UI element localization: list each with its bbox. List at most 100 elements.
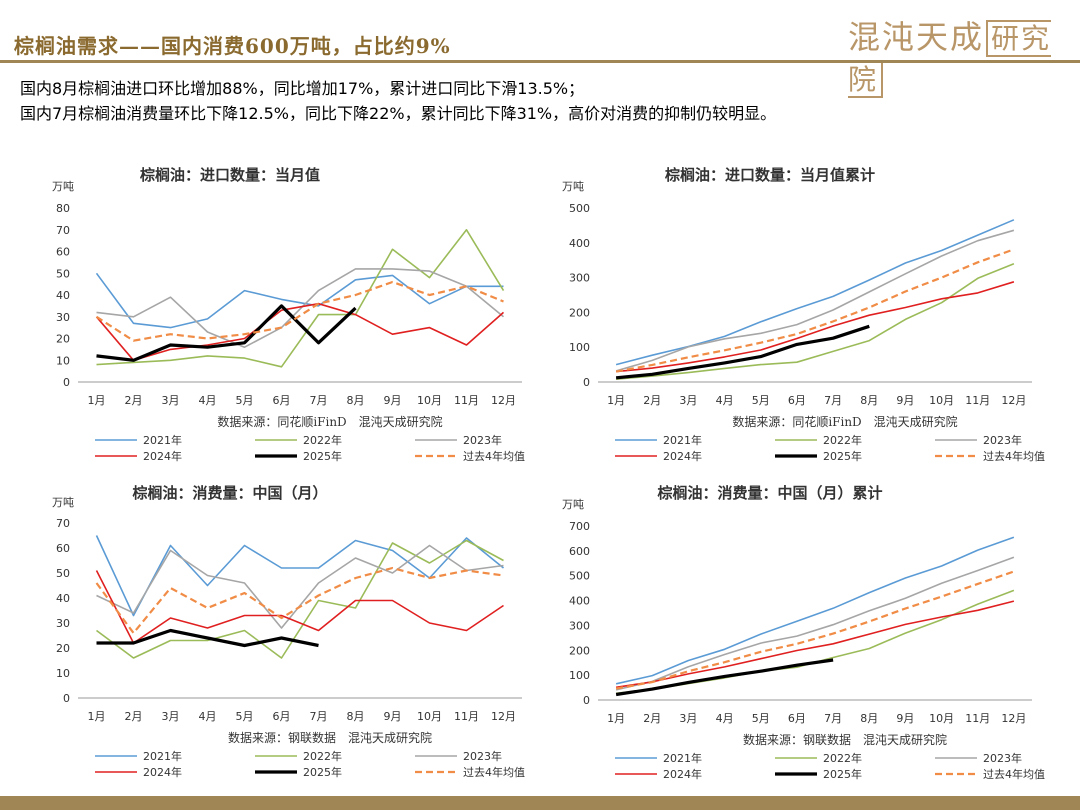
legend-label: 2022年 [303, 749, 342, 763]
x-tick-label: 11月 [965, 712, 990, 725]
y-tick-label: 40 [56, 592, 70, 605]
series-line [616, 281, 1015, 373]
x-tick-label: 6月 [788, 712, 806, 725]
logo-boxed-text: 研究院 [848, 20, 1052, 98]
x-tick-label: 11月 [454, 394, 479, 407]
y-tick-label: 200 [569, 306, 590, 319]
x-tick-label: 8月 [860, 394, 878, 407]
legend-label: 2021年 [143, 749, 182, 763]
y-tick-label: 30 [56, 311, 70, 324]
legend-label: 2022年 [823, 751, 862, 765]
legend-label: 2023年 [983, 751, 1022, 765]
x-tick-label: 1月 [607, 394, 625, 407]
y-tick-label: 10 [56, 354, 70, 367]
series-line [616, 589, 1015, 695]
y-tick-label: 50 [56, 567, 70, 580]
y-tick-label: 20 [56, 333, 70, 346]
legend-label: 过去4年均值 [463, 765, 525, 779]
y-tick-label: 600 [569, 545, 590, 558]
x-tick-label: 7月 [824, 712, 842, 725]
x-tick-label: 2月 [125, 710, 143, 723]
x-tick-label: 6月 [273, 710, 291, 723]
legend-label: 过去4年均值 [463, 449, 525, 463]
x-tick-label: 12月 [491, 394, 516, 407]
legend-label: 2022年 [823, 433, 862, 447]
x-tick-label: 5月 [236, 394, 254, 407]
y-tick-label: 20 [56, 642, 70, 655]
data-source: 数据来源：同花顺iFinD 混沌天成研究院 [217, 414, 442, 429]
chart-title: 棕榈油：进口数量：当月值 [140, 166, 320, 184]
y-tick-label: 60 [56, 246, 70, 259]
logo-text: 混沌天成 [848, 18, 985, 56]
legend-label: 2021年 [663, 433, 702, 447]
legend-label: 2025年 [823, 767, 862, 781]
y-tick-label: 50 [56, 267, 70, 280]
legend-label: 2024年 [143, 765, 182, 779]
y-tick-label: 10 [56, 667, 70, 680]
x-tick-label: 7月 [310, 710, 328, 723]
legend-label: 2024年 [663, 767, 702, 781]
series-line [615, 536, 1015, 685]
series-line [615, 556, 1015, 691]
x-tick-label: 7月 [310, 394, 328, 407]
series-line [615, 219, 1015, 366]
y-axis-unit: 万吨 [562, 180, 584, 193]
y-tick-label: 400 [569, 237, 590, 250]
chart-title: 棕榈油：进口数量：当月值累计 [665, 166, 875, 184]
x-tick-label: 5月 [752, 712, 770, 725]
y-tick-label: 70 [56, 224, 70, 237]
series-line [95, 272, 504, 329]
x-tick-label: 11月 [454, 710, 479, 723]
x-tick-label: 9月 [384, 394, 402, 407]
series-line [615, 229, 1015, 372]
x-tick-label: 2月 [125, 394, 143, 407]
y-tick-label: 100 [569, 341, 590, 354]
data-source: 数据来源：钢联数据 混沌天成研究院 [743, 732, 947, 747]
x-tick-label: 3月 [679, 712, 697, 725]
x-tick-label: 10月 [417, 710, 442, 723]
x-tick-label: 8月 [860, 712, 878, 725]
y-tick-label: 500 [569, 570, 590, 583]
x-tick-label: 8月 [347, 394, 365, 407]
y-tick-label: 0 [63, 692, 70, 705]
series-line [96, 268, 505, 348]
legend-label: 2022年 [303, 433, 342, 447]
series-line [615, 324, 870, 380]
x-tick-label: 4月 [199, 710, 217, 723]
legend-label: 2024年 [663, 449, 702, 463]
legend-label: 2023年 [983, 433, 1022, 447]
x-tick-label: 3月 [679, 394, 697, 407]
x-tick-label: 1月 [88, 710, 106, 723]
data-source: 数据来源：同花顺iFinD 混沌天成研究院 [732, 414, 957, 429]
x-tick-label: 7月 [824, 394, 842, 407]
series-line [96, 628, 319, 648]
series-line [615, 248, 1015, 373]
legend-label: 过去4年均值 [983, 767, 1045, 781]
legend-label: 2021年 [663, 751, 702, 765]
series-line [615, 600, 1015, 689]
y-tick-label: 0 [583, 694, 590, 707]
series-line [615, 570, 1015, 690]
y-tick-label: 0 [63, 376, 70, 389]
legend-label: 2025年 [823, 449, 862, 463]
legend-label: 2024年 [143, 449, 182, 463]
chart-title: 棕榈油：消费量：中国（月） [132, 484, 327, 502]
x-tick-label: 3月 [162, 710, 180, 723]
series-line [96, 304, 357, 362]
x-tick-label: 12月 [491, 710, 516, 723]
legend-label: 2023年 [463, 749, 502, 763]
x-tick-label: 9月 [896, 394, 914, 407]
legend-label: 过去4年均值 [983, 449, 1045, 463]
y-axis-unit: 万吨 [52, 496, 74, 509]
legend-label: 2021年 [143, 433, 182, 447]
y-tick-label: 80 [56, 202, 70, 215]
series-line [95, 535, 505, 617]
footer-bar [0, 796, 1080, 810]
series-line [615, 658, 834, 697]
y-tick-label: 70 [56, 517, 70, 530]
y-tick-label: 400 [569, 595, 590, 608]
x-tick-label: 1月 [607, 712, 625, 725]
